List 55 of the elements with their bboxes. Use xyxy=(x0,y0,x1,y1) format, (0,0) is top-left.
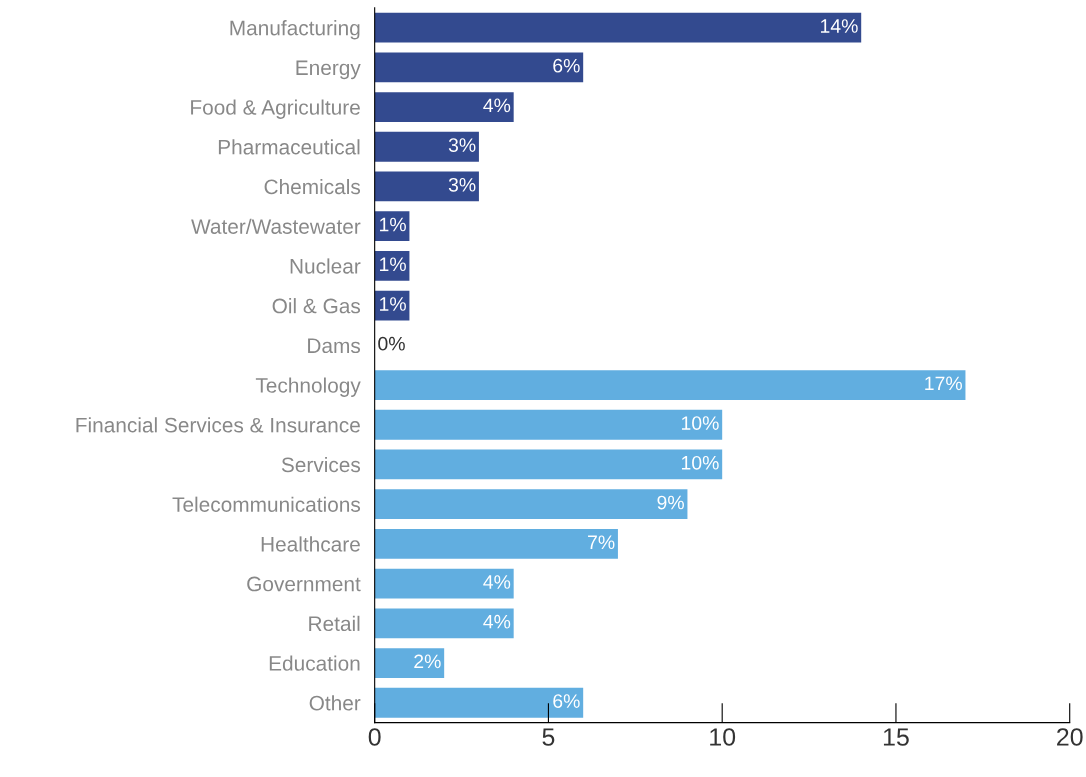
bar xyxy=(374,529,618,559)
data-label: 14% xyxy=(820,19,858,33)
y-tick-label: Other xyxy=(309,695,361,711)
data-label: 3% xyxy=(448,138,476,152)
y-tick-label: Nuclear xyxy=(290,258,361,274)
data-label: 17% xyxy=(925,376,962,391)
bar xyxy=(374,52,584,83)
bar xyxy=(374,449,723,480)
bar xyxy=(374,171,479,202)
x-tick-label: 20 xyxy=(1057,728,1083,746)
x-tick-label: 15 xyxy=(883,728,909,746)
bar xyxy=(374,608,514,639)
bar xyxy=(374,131,479,162)
y-tick-label: Energy xyxy=(296,60,361,80)
bar xyxy=(374,489,688,520)
y-tick-label: Government xyxy=(247,576,361,592)
data-label: 7% xyxy=(588,535,615,550)
data-label: 4% xyxy=(483,98,511,113)
y-tick-label: Dams xyxy=(308,338,361,354)
data-label: 0% xyxy=(378,336,405,351)
x-tick-label: 5 xyxy=(542,728,555,746)
bar xyxy=(374,568,514,599)
bar xyxy=(374,409,723,440)
data-label: 10% xyxy=(681,455,719,470)
y-tick-label: Retail xyxy=(309,615,360,632)
y-tick-label: Technology xyxy=(255,377,361,397)
y-tick-label: Manufacturing xyxy=(230,20,360,40)
bar xyxy=(374,648,445,678)
data-label: 9% xyxy=(657,495,684,510)
y-tick-label: Services xyxy=(281,456,361,473)
x-tick-label: 10 xyxy=(710,728,736,746)
data-label: 4% xyxy=(483,575,511,589)
data-label: 2% xyxy=(414,654,441,669)
data-label: 1% xyxy=(380,257,406,272)
data-label: 3% xyxy=(448,177,476,192)
data-label: 10% xyxy=(681,416,719,430)
x-tick-label: 0 xyxy=(368,728,381,746)
data-label: 6% xyxy=(553,694,580,708)
data-label: 1% xyxy=(380,297,406,311)
y-tick-label: Pharmaceutical xyxy=(218,139,360,155)
bar xyxy=(374,12,862,43)
y-tick-label: Financial Services & Insurance xyxy=(76,417,360,433)
data-label: 4% xyxy=(483,614,511,629)
y-tick-label: Water/Wastewater xyxy=(191,218,361,234)
y-tick-label: Chemicals xyxy=(264,178,361,195)
bar xyxy=(374,370,966,400)
y-tick-label: Food & Agriculture xyxy=(191,99,360,119)
y-tick-label: Healthcare xyxy=(261,536,360,552)
y-tick-label: Education xyxy=(269,655,360,671)
bar xyxy=(374,687,584,718)
bar xyxy=(374,92,514,122)
data-label: 6% xyxy=(553,58,580,73)
data-label: 1% xyxy=(380,217,406,232)
y-tick-label: Oil & Gas xyxy=(272,298,361,314)
y-tick-label: Telecommunications xyxy=(172,496,361,512)
